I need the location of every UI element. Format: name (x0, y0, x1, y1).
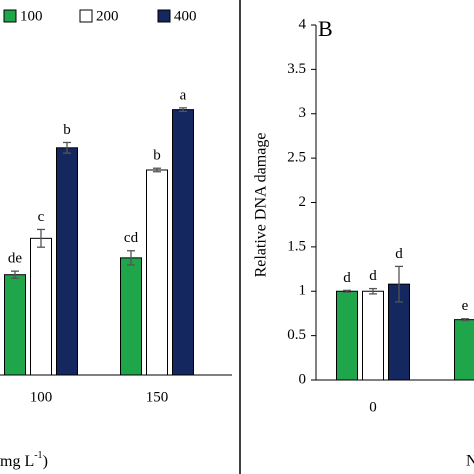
y-tick-label: 3 (299, 105, 307, 121)
error-bar (11, 270, 19, 279)
significance-label: de (8, 251, 23, 267)
legend-label: 200 (96, 8, 119, 24)
bar (172, 109, 194, 376)
error-bar (127, 250, 135, 266)
y-tick-label: 0.5 (287, 327, 306, 343)
significance-label: a (180, 87, 187, 103)
y-tick-label: 0 (299, 371, 307, 387)
x-tick-label: 150 (146, 389, 169, 405)
significance-label: e (462, 298, 469, 314)
bar (336, 290, 358, 381)
error-bar (343, 289, 351, 293)
x-axis-title-text: mg L (0, 453, 34, 470)
error-bar (63, 141, 71, 154)
y-tick-label: 2 (299, 194, 307, 210)
y-axis-title: Relative DNA damage (253, 133, 270, 278)
x-tick-label: 100 (30, 389, 53, 405)
y-tick-label: 4 (299, 16, 307, 32)
significance-label: c (38, 209, 45, 225)
legend-swatch (3, 9, 17, 23)
y-tick-label: 2.5 (287, 150, 306, 166)
bar (30, 237, 52, 376)
error-bar (461, 318, 469, 322)
error-bar (179, 107, 187, 113)
significance-label: cd (124, 230, 139, 246)
y-tick-label: 1.5 (287, 238, 306, 254)
significance-label: d (343, 270, 351, 286)
significance-label: b (153, 148, 161, 164)
bar (56, 147, 78, 376)
error-bar (37, 228, 45, 248)
y-tick-label: 1 (299, 283, 307, 299)
bar (146, 169, 168, 376)
x-axis-title: N (466, 453, 474, 470)
legend-swatch (79, 9, 93, 23)
significance-label: d (369, 268, 377, 284)
bar (120, 257, 142, 376)
bar (362, 290, 384, 381)
panel-letter: B (318, 16, 333, 41)
bar (454, 319, 474, 381)
bar (4, 274, 26, 376)
x-axis-title: mg L-1) (0, 450, 48, 469)
legend-swatch (157, 9, 171, 23)
significance-label: d (395, 246, 403, 262)
x-tick-label: 0 (369, 399, 377, 415)
legend-label: 400 (174, 8, 197, 24)
error-bar (153, 167, 161, 173)
legend-label: 100 (20, 8, 43, 24)
x-axis-title-end: ) (43, 453, 48, 470)
x-axis-title-superscript: -1 (34, 450, 42, 461)
significance-label: b (63, 122, 71, 138)
error-bar (395, 265, 403, 303)
error-bar (369, 287, 377, 295)
y-tick-label: 3.5 (287, 61, 306, 77)
